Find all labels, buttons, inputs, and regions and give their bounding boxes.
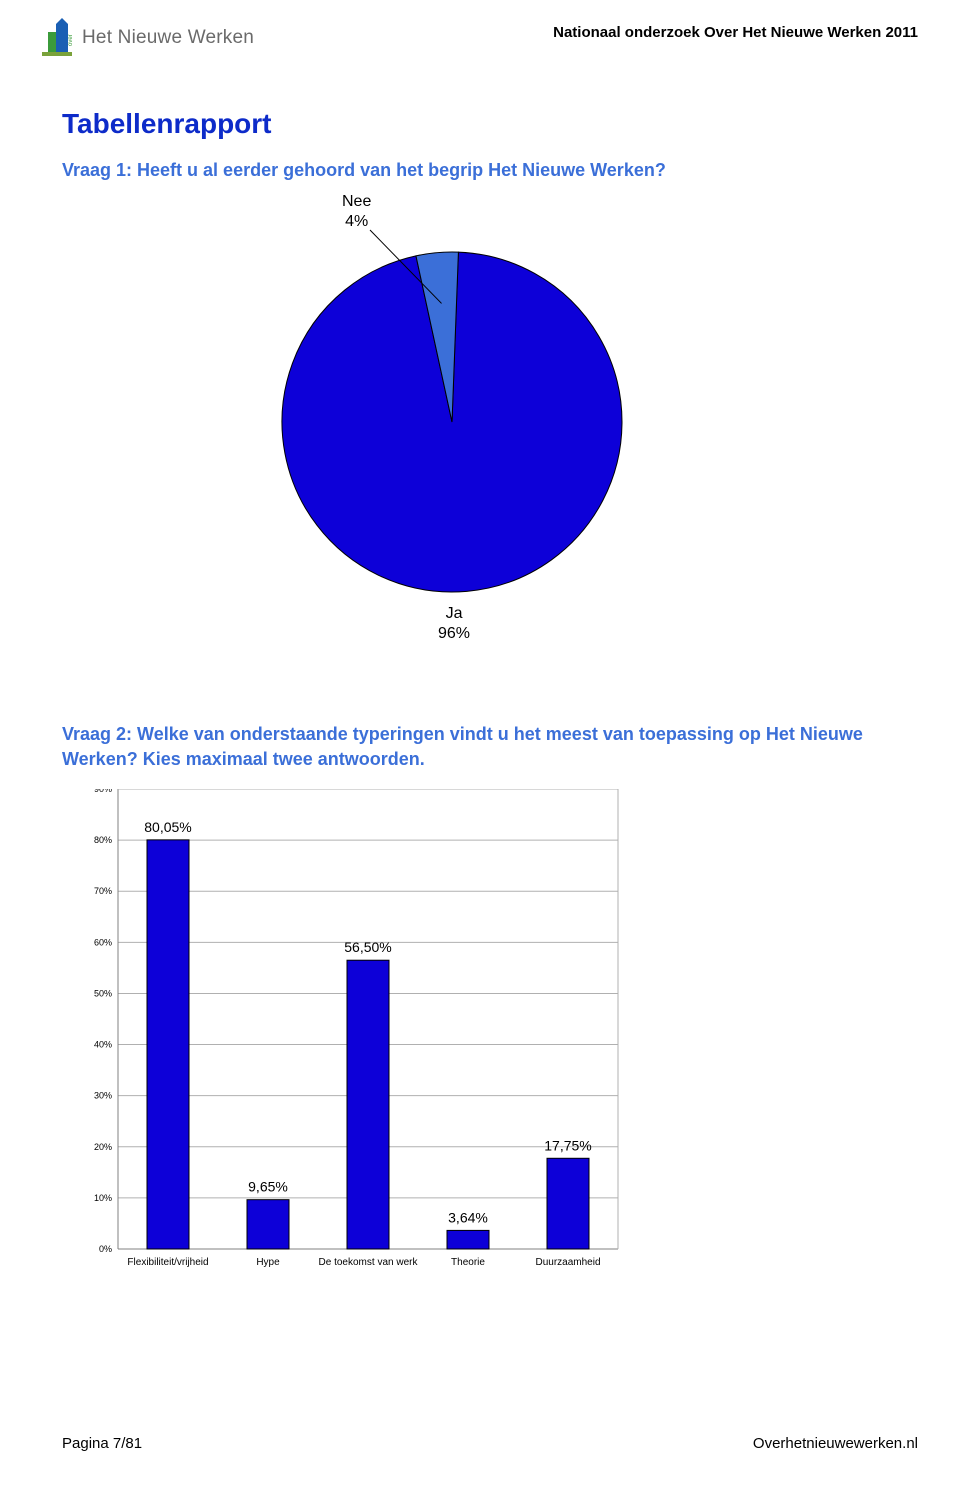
question-2-text: Vraag 2: Welke van onderstaande typering… (62, 722, 898, 771)
svg-text:50%: 50% (94, 988, 112, 998)
svg-text:20%: 20% (94, 1142, 112, 1152)
pie-label-nee-pct: 4% (345, 213, 368, 230)
page-footer: Pagina 7/81 Overhetnieuwewerken.nl (62, 1435, 918, 1452)
svg-text:9,65%: 9,65% (248, 1179, 288, 1195)
bar-chart: 0% 10% 20% 30% 40% 50% 60% 70% 80% 90% 80,05% Flexi… (78, 789, 898, 1304)
bar-svg: 0% 10% 20% 30% 40% 50% 60% 70% 80% 90% 80,05% Flexi… (78, 789, 638, 1299)
logo-text: Het Nieuwe Werken (82, 27, 254, 49)
svg-text:0%: 0% (99, 1244, 112, 1254)
content: Tabellenrapport Vraag 1: Heeft u al eerd… (0, 58, 960, 1304)
svg-text:10%: 10% (94, 1193, 112, 1203)
svg-text:60%: 60% (94, 937, 112, 947)
svg-text:17,75%: 17,75% (544, 1137, 591, 1153)
pie-chart: Nee 4% Ja 96% (62, 192, 898, 672)
footer-left: Pagina 7/81 (62, 1435, 142, 1452)
pie-label-ja-pct: 96% (438, 625, 470, 642)
pie-svg (62, 192, 842, 652)
question-1-text: Vraag 1: Heeft u al eerder gehoord van h… (62, 158, 898, 182)
logo: over Het Nieuwe Werken (42, 18, 254, 58)
pie-chart-section: Nee 4% Ja 96% (62, 192, 898, 672)
svg-text:90%: 90% (94, 789, 112, 794)
svg-text:Duurzaamheid: Duurzaamheid (535, 1257, 600, 1268)
svg-text:Hype: Hype (256, 1257, 280, 1268)
svg-text:Theorie: Theorie (451, 1257, 485, 1268)
page-header: over Het Nieuwe Werken Nationaal onderzo… (0, 0, 960, 58)
svg-text:56,50%: 56,50% (344, 939, 391, 955)
svg-text:3,64%: 3,64% (448, 1209, 488, 1225)
svg-text:70%: 70% (94, 886, 112, 896)
svg-text:30%: 30% (94, 1091, 112, 1101)
svg-text:Flexibiliteit/vrijheid: Flexibiliteit/vrijheid (127, 1257, 208, 1268)
pie-label-nee: Nee 4% (342, 192, 371, 232)
svg-text:40%: 40% (94, 1039, 112, 1049)
footer-right: Overhetnieuwewerken.nl (753, 1435, 918, 1452)
report-title: Tabellenrapport (62, 108, 898, 140)
svg-text:De toekomst van werk: De toekomst van werk (319, 1257, 419, 1268)
pie-label-ja: Ja 96% (438, 604, 470, 644)
pie-label-ja-name: Ja (446, 605, 463, 622)
logo-icon: over (42, 18, 76, 58)
svg-text:80%: 80% (94, 835, 112, 845)
svg-text:80,05%: 80,05% (144, 819, 191, 835)
pie-label-nee-name: Nee (342, 193, 371, 210)
header-title: Nationaal onderzoek Over Het Nieuwe Werk… (553, 18, 918, 41)
svg-text:over: over (68, 34, 74, 46)
